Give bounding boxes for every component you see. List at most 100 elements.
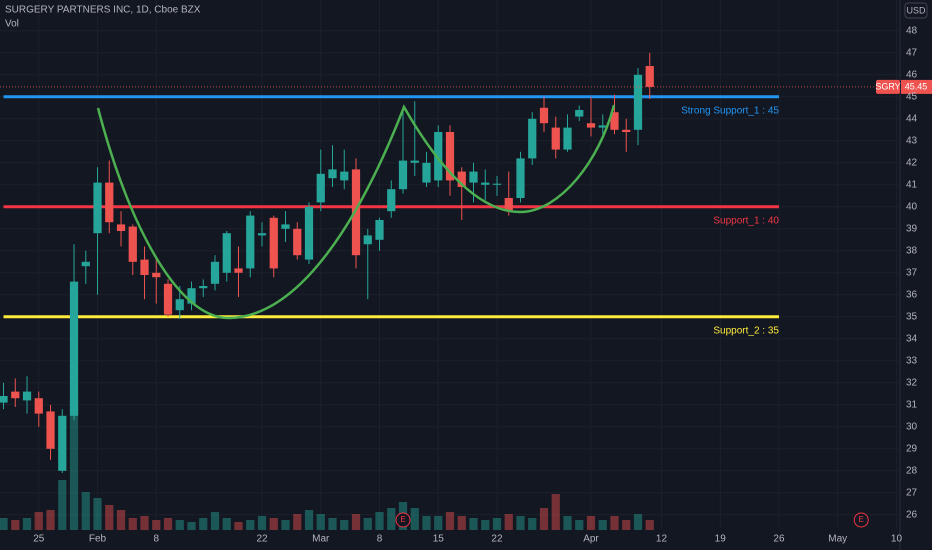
x-tick-label: 19 bbox=[715, 534, 727, 545]
y-tick-label: 37 bbox=[906, 267, 918, 278]
volume-bar bbox=[481, 520, 490, 530]
candle-body bbox=[58, 415, 67, 471]
y-tick-label: 31 bbox=[906, 399, 918, 410]
candle-body bbox=[622, 129, 631, 132]
y-tick-label: 39 bbox=[906, 223, 918, 234]
price-tag-label: 45.45 bbox=[905, 81, 928, 91]
y-tick-label: 45 bbox=[906, 91, 918, 102]
x-tick-label: 26 bbox=[773, 534, 785, 545]
candle-body bbox=[152, 272, 161, 278]
cup-pattern bbox=[96, 104, 616, 320]
x-tick-label: Mar bbox=[312, 534, 330, 545]
volume-bar bbox=[434, 516, 443, 530]
volume-bar bbox=[257, 516, 267, 530]
chart-title: SURGERY PARTNERS INC, 1D, Cboe BZX bbox=[5, 5, 201, 16]
y-tick-label: 40 bbox=[906, 201, 918, 212]
volume-bar bbox=[504, 514, 513, 530]
currency-box[interactable] bbox=[904, 2, 928, 19]
volume-bar bbox=[93, 498, 102, 530]
y-tick-label: 46 bbox=[906, 69, 918, 80]
y-tick-label: 36 bbox=[906, 289, 918, 300]
volume-bar bbox=[516, 516, 525, 530]
candle-body bbox=[105, 182, 114, 223]
y-tick-label: 28 bbox=[906, 465, 918, 476]
candle-body bbox=[246, 215, 255, 269]
volume-bar bbox=[22, 518, 32, 530]
volume-bar bbox=[293, 514, 302, 530]
candle-body bbox=[469, 171, 478, 183]
volume-bar bbox=[645, 520, 654, 530]
candle-body bbox=[492, 183, 502, 185]
candle-body bbox=[269, 217, 278, 269]
candle-body bbox=[0, 396, 8, 403]
y-tick-label: 33 bbox=[906, 355, 918, 366]
candle-body bbox=[11, 391, 20, 399]
volume-bar bbox=[152, 520, 161, 530]
y-tick-label: 38 bbox=[906, 245, 918, 256]
support-label: Strong Support_1 : 45 bbox=[681, 105, 779, 116]
candle-body bbox=[551, 127, 560, 150]
volume-bar bbox=[410, 508, 419, 530]
candle-body bbox=[457, 171, 466, 187]
volume-bar bbox=[140, 516, 149, 530]
earnings-marker[interactable] bbox=[853, 512, 869, 528]
volume-bar bbox=[633, 514, 643, 530]
volume-bar bbox=[0, 518, 8, 530]
x-tick-label: 12 bbox=[656, 534, 668, 545]
volume-bar bbox=[469, 518, 478, 530]
candle-body bbox=[387, 189, 396, 212]
volume-bar bbox=[234, 522, 243, 530]
support-label: Support_1 : 40 bbox=[713, 215, 779, 226]
candle-body bbox=[598, 125, 607, 128]
volume-bar bbox=[128, 518, 137, 530]
currency[interactable]: USD bbox=[906, 5, 926, 15]
volume-label: Vol bbox=[5, 19, 19, 30]
y-tick-label: 48 bbox=[906, 25, 918, 36]
volume-bar bbox=[246, 520, 255, 530]
candle-body bbox=[304, 206, 314, 260]
candle-body bbox=[422, 162, 431, 183]
y-tick-label: 42 bbox=[906, 157, 918, 168]
volume-bar bbox=[598, 520, 607, 530]
volume-bar bbox=[528, 518, 537, 530]
y-tick-label: 26 bbox=[906, 509, 918, 520]
volume-bar bbox=[304, 510, 314, 530]
y-tick-label: 29 bbox=[906, 443, 918, 454]
earnings-marker[interactable] bbox=[395, 512, 411, 528]
earnings-label[interactable]: E bbox=[859, 515, 864, 524]
symbol-tag bbox=[876, 79, 900, 94]
earnings-label[interactable]: E bbox=[400, 515, 405, 524]
volume-bar bbox=[187, 522, 196, 530]
x-tick-label: 22 bbox=[491, 534, 503, 545]
candle-body bbox=[234, 268, 243, 273]
volume-bar bbox=[422, 516, 431, 530]
candle-body bbox=[199, 286, 208, 289]
volume-bar bbox=[316, 514, 325, 530]
volume-bar bbox=[340, 520, 349, 530]
candle-body bbox=[316, 173, 325, 203]
candle-body bbox=[46, 411, 55, 449]
x-tick-label: Feb bbox=[89, 534, 107, 545]
candle-body bbox=[187, 288, 196, 304]
volume-bar bbox=[328, 518, 337, 530]
volume-bar bbox=[81, 492, 90, 530]
volume-bar bbox=[575, 520, 584, 530]
candle-body bbox=[281, 224, 290, 229]
candle-body bbox=[257, 233, 267, 236]
x-tick-label: 8 bbox=[153, 534, 159, 545]
y-tick-label: 35 bbox=[906, 311, 918, 322]
support-label: Support_2 : 35 bbox=[713, 325, 779, 336]
candle-body bbox=[351, 169, 361, 256]
volume-bar bbox=[199, 518, 208, 530]
x-tick-label: 25 bbox=[33, 534, 45, 545]
volume-bar bbox=[610, 516, 619, 530]
candle-body bbox=[140, 259, 149, 275]
x-tick-label: 8 bbox=[377, 534, 383, 545]
candle-body bbox=[539, 107, 549, 124]
volume-bar bbox=[563, 516, 572, 530]
x-tick-label: 10 bbox=[891, 534, 903, 545]
x-tick-label: 22 bbox=[256, 534, 268, 545]
volume-bar bbox=[622, 520, 631, 530]
candle-body bbox=[528, 118, 537, 159]
volume-bar bbox=[34, 512, 43, 530]
